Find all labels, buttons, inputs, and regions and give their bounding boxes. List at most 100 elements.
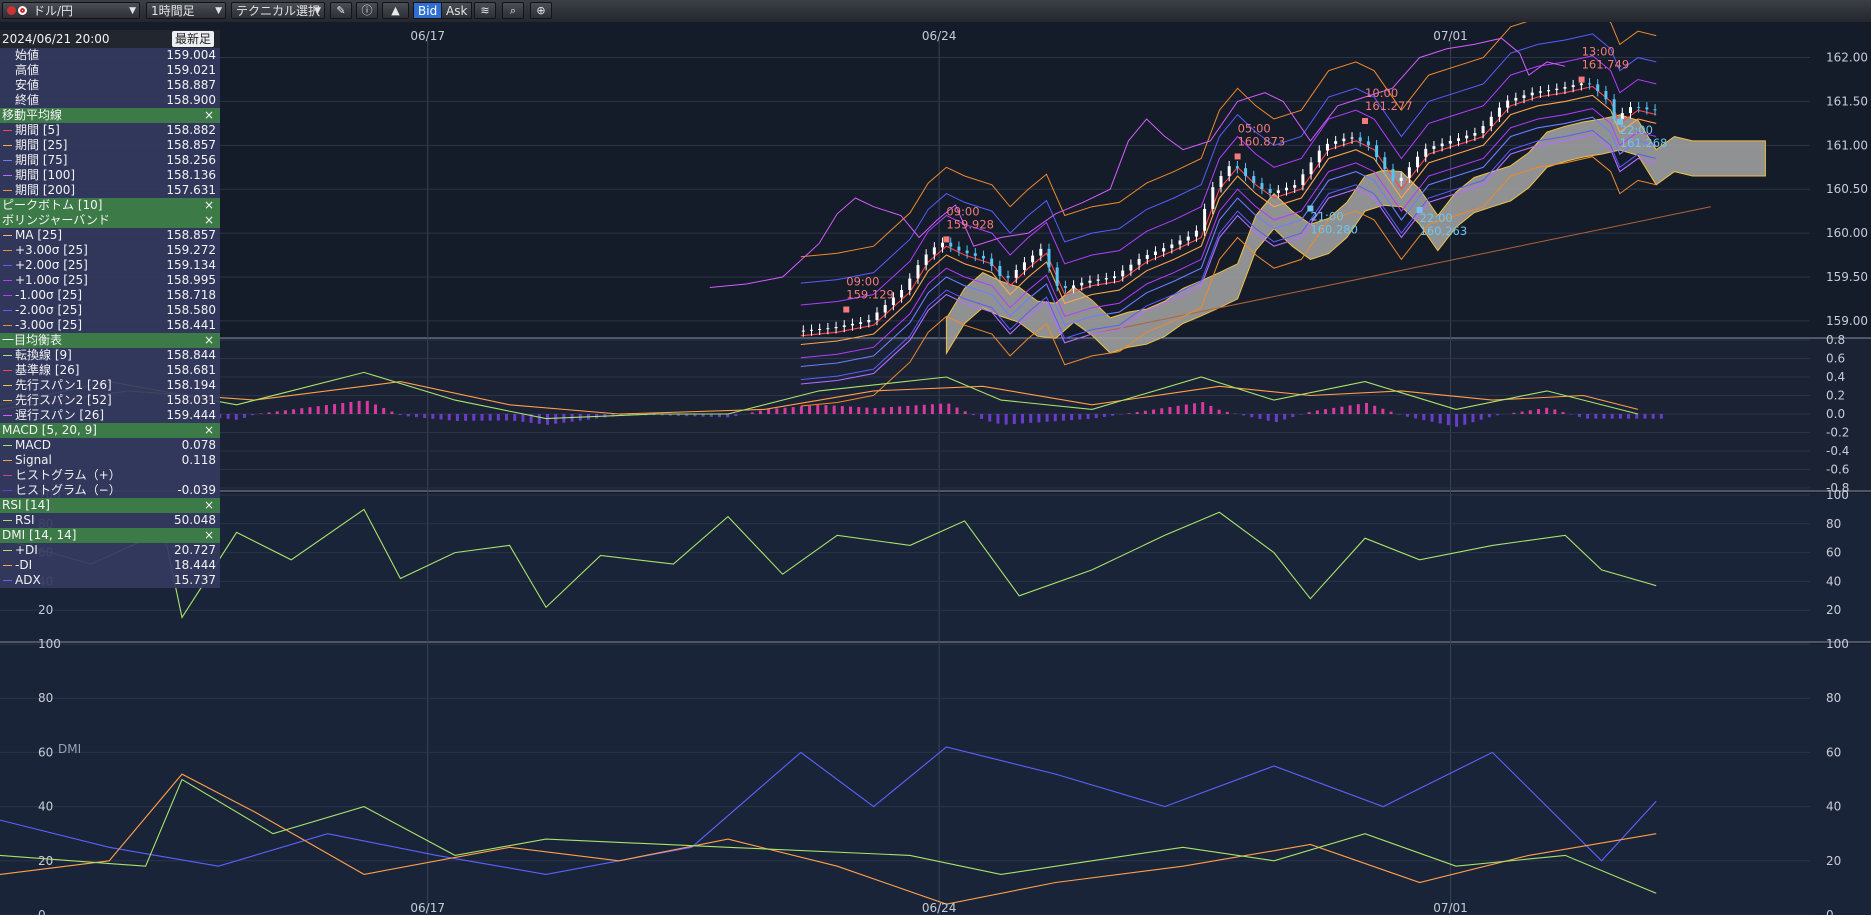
macd-histogram-bar — [1135, 412, 1139, 414]
latest-bar-button[interactable]: 最新足 — [171, 31, 214, 47]
candle-body — [1448, 140, 1452, 144]
chart-area[interactable]: 09:00159.12909:00159.92805:00160.87310:0… — [0, 22, 1871, 915]
zoom-out-icon[interactable]: ⌕ — [502, 2, 524, 19]
macd-histogram-bar — [750, 412, 754, 414]
ask-toggle[interactable]: Ask — [441, 2, 473, 19]
macd-histogram-bar — [1348, 405, 1352, 414]
macd-histogram-bar — [1242, 414, 1246, 416]
macd-histogram-bar — [1536, 409, 1540, 414]
y-tick-label-right: -0.8 — [1826, 481, 1849, 495]
technical-select[interactable]: テクニカル選択 ▼ — [231, 2, 325, 19]
macd-histogram-bar — [1643, 414, 1647, 419]
macd-histogram-bar — [865, 407, 869, 414]
candle-body — [1375, 145, 1379, 158]
macd-histogram-bar — [357, 400, 361, 414]
close-icon[interactable]: × — [203, 423, 214, 437]
zoom-in-icon[interactable]: ⊕ — [530, 2, 552, 19]
series-label: MA [25] — [15, 228, 63, 242]
legend-row: +2.00σ [25] 159.134 — [0, 258, 220, 273]
legend-section-header[interactable]: 一目均衡表 × — [0, 333, 220, 348]
macd-histogram-bar — [996, 414, 1000, 424]
candle-body — [818, 328, 822, 330]
price-panel: 09:00159.12909:00159.92805:00160.87310:0… — [709, 22, 1711, 407]
ma75-line — [800, 116, 1657, 368]
candle-body — [941, 242, 945, 248]
x-tick-label-top: 07/01 — [1433, 29, 1468, 43]
series-label: 転換線 [9] — [15, 348, 72, 362]
candle-body — [1104, 278, 1108, 280]
y-tick-label-right: 0.6 — [1826, 352, 1845, 366]
candle-body — [891, 297, 895, 305]
series-swatch — [3, 280, 12, 281]
series-label: 期間 [25] — [15, 138, 68, 152]
close-icon[interactable]: × — [203, 528, 214, 542]
high-marker — [1578, 76, 1585, 83]
legend-section-header[interactable]: ボリンジャーバンド × — [0, 213, 220, 228]
ohlc-label: 安値 — [15, 78, 40, 92]
draw-line-icon[interactable]: ✎ — [330, 2, 352, 19]
ohlc-row: 始値 159.004 — [0, 48, 220, 63]
macd-histogram-bar — [1045, 414, 1049, 422]
x-tick-label-top: 06/24 — [922, 29, 957, 43]
candle-body — [1211, 187, 1215, 209]
chart-type-icon[interactable]: ▲ — [382, 2, 409, 19]
candle-body — [1055, 267, 1059, 286]
macd-histogram-bar — [832, 405, 836, 414]
legend-section-header[interactable]: 移動平均線 × — [0, 108, 220, 123]
candle-body — [1645, 107, 1649, 110]
macd-signal-line — [0, 381, 1639, 415]
dmi-panel — [0, 746, 1657, 905]
timeframe-select[interactable]: 1時間足 ▼ — [146, 2, 226, 19]
macd-histogram-bar — [546, 414, 549, 425]
close-icon[interactable]: × — [203, 333, 214, 347]
scale-icon[interactable]: ≋ — [474, 2, 496, 19]
y-tick-label-right: -0.2 — [1826, 426, 1849, 440]
info-icon[interactable]: ⓘ — [356, 2, 378, 19]
macd-histogram-bar — [775, 408, 779, 414]
legend-section-header[interactable]: DMI [14, 14] × — [0, 528, 220, 543]
series-label: Signal — [15, 453, 52, 467]
currency-pair-select[interactable]: ドル/円 ▼ — [2, 2, 140, 19]
macd-histogram-bar — [906, 405, 910, 414]
macd-histogram-bar — [382, 407, 386, 414]
candle-body — [1227, 166, 1231, 177]
macd-histogram-bar — [783, 407, 787, 414]
macd-histogram-bar — [1291, 414, 1295, 418]
candle-body — [1620, 113, 1624, 119]
series-label: +2.00σ [25] — [15, 258, 88, 272]
macd-histogram-bar — [242, 414, 246, 418]
y-tick-label-right: 161.00 — [1826, 138, 1868, 152]
high-time-label: 05:00 — [1238, 121, 1271, 135]
close-icon[interactable]: × — [203, 498, 214, 512]
macd-histogram-bar — [1651, 414, 1655, 419]
legend-section-header[interactable]: ピークボトム [10] × — [0, 198, 220, 213]
macd-histogram-bar — [1102, 414, 1106, 417]
series-label: +1.00σ [25] — [15, 273, 88, 287]
legend-section-header[interactable]: MACD [5, 20, 9] × — [0, 423, 220, 438]
close-icon[interactable]: × — [203, 108, 214, 122]
macd-histogram-bar — [660, 414, 664, 416]
series-label: 期間 [100] — [15, 168, 76, 182]
legend-row: +DI 20.727 — [0, 543, 220, 558]
series-label: ヒストグラム（−） — [15, 483, 121, 497]
y-tick-label-left: 20 — [38, 854, 53, 868]
plus-di-line — [0, 778, 1657, 894]
macd-histogram-bar — [963, 411, 967, 414]
low-time-label: 22:00 — [1620, 123, 1653, 137]
bid-toggle[interactable]: Bid — [413, 2, 443, 19]
macd-histogram-bar — [726, 414, 730, 418]
series-label: +3.00σ [25] — [15, 243, 88, 257]
series-label: -2.00σ [25] — [15, 303, 83, 317]
candle-body — [1186, 236, 1190, 241]
close-icon[interactable]: × — [203, 198, 214, 212]
candle-body — [1194, 230, 1198, 237]
legend-row: 先行スパン1 [26] 158.194 — [0, 378, 220, 393]
macd-histogram-bar — [947, 403, 951, 414]
candle-body — [916, 265, 920, 279]
chevron-down-icon: ▼ — [215, 6, 222, 16]
legend-section-header[interactable]: RSI [14] × — [0, 498, 220, 513]
ma25-line — [800, 94, 1657, 346]
close-icon[interactable]: × — [203, 213, 214, 227]
macd-histogram-bar — [1405, 414, 1409, 417]
legend-row: 期間 [25] 158.857 — [0, 138, 220, 153]
